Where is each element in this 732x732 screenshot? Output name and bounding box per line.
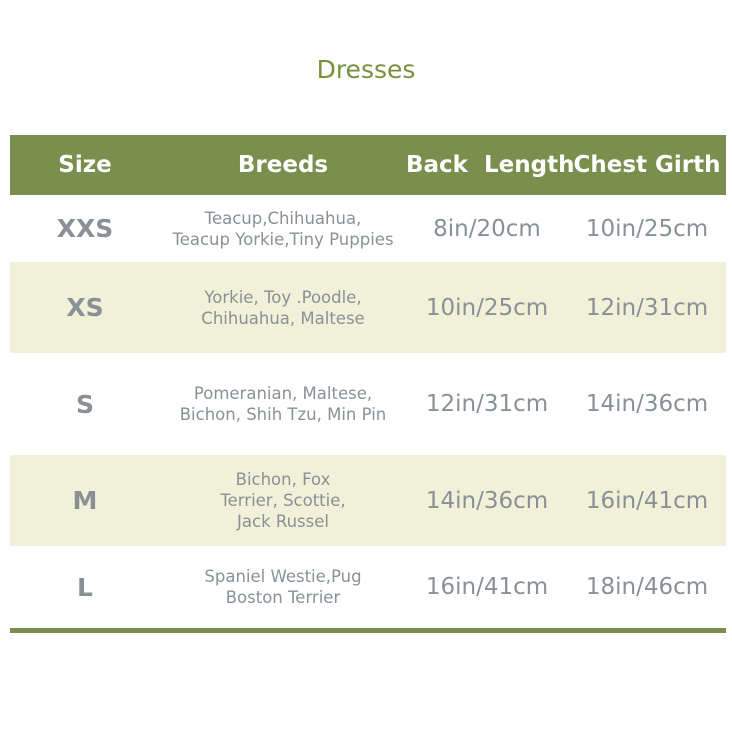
header-breeds: Breeds [237, 152, 329, 178]
header-chest-girth: Chest Girth [573, 152, 721, 178]
back-length-cell: 16in/41cm [425, 574, 549, 600]
breeds-line: Teacup Yorkie,Tiny Puppies [172, 229, 394, 249]
chart-title: Dresses [316, 55, 416, 84]
chest-girth-cell: 16in/41cm [585, 487, 709, 514]
breeds-cell: Teacup,Chihuahua, Teacup Yorkie,Tiny Pupp… [160, 208, 406, 250]
breeds-line: Bichon, Fox [235, 470, 331, 489]
breeds-line: Boston Terrier [225, 588, 341, 607]
chest-girth-cell: 10in/25cm [585, 215, 709, 242]
table-row: XXS Teacup,Chihuahua, Teacup Yorkie,Tiny P… [10, 195, 726, 262]
size-cell: XS [66, 293, 104, 322]
chest-girth-cell: 18in/46cm [585, 574, 709, 600]
table-row: S Pomeranian, Maltese, Bichon, Shih Tzu, M… [10, 353, 726, 455]
breeds-line: Teacup,Chihuahua, [204, 208, 362, 228]
breeds-line: Pomeranian, Maltese, [193, 384, 373, 403]
breeds-line: Jack Russel [237, 512, 329, 531]
size-cell: M [72, 486, 98, 515]
table-row: M Bichon, Fox Terrier, Scottie, Jack Russel… [10, 455, 726, 546]
breeds-line: Yorkie, Toy .Poodle, [204, 287, 362, 307]
size-table: Size Breeds Back Length Chest Girth XXS T… [10, 135, 726, 633]
breeds-cell: Spaniel Westie,Pug Boston Terrier [160, 566, 406, 608]
breeds-cell: Pomeranian, Maltese, Bichon, Shih Tzu, Mi… [160, 383, 406, 425]
breeds-line: Spaniel Westie,Pug [204, 567, 362, 586]
back-length-cell: 8in/20cm [433, 215, 541, 242]
back-length-cell: 14in/36cm [425, 487, 549, 514]
breeds-cell: Yorkie, Toy .Poodle, Chihuahua, Maltese [160, 287, 406, 329]
size-cell: S [75, 389, 94, 419]
breeds-cell: Bichon, Fox Terrier, Scottie, Jack Russel [160, 469, 406, 532]
header-size: Size [58, 152, 112, 178]
size-cell: XXS [56, 214, 114, 243]
header-row: Size Breeds Back Length Chest Girth [10, 135, 726, 195]
breeds-line: Bichon, Shih Tzu, Min Pin [179, 405, 387, 424]
breeds-line: Chihuahua, Maltese [201, 308, 365, 328]
table-row: L Spaniel Westie,Pug Boston Terrier 16in/41… [10, 546, 726, 628]
back-length-cell: 12in/31cm [425, 391, 549, 417]
chest-girth-cell: 12in/31cm [585, 294, 709, 321]
breeds-line: Terrier, Scottie, [220, 491, 346, 510]
size-cell: L [77, 572, 93, 602]
chest-girth-cell: 14in/36cm [585, 391, 709, 417]
header-back-length: Back Length [406, 152, 575, 178]
bottom-divider [10, 628, 726, 633]
back-length-cell: 10in/25cm [425, 294, 549, 321]
table-row: XS Yorkie, Toy .Poodle, Chihuahua, Maltese… [10, 262, 726, 353]
